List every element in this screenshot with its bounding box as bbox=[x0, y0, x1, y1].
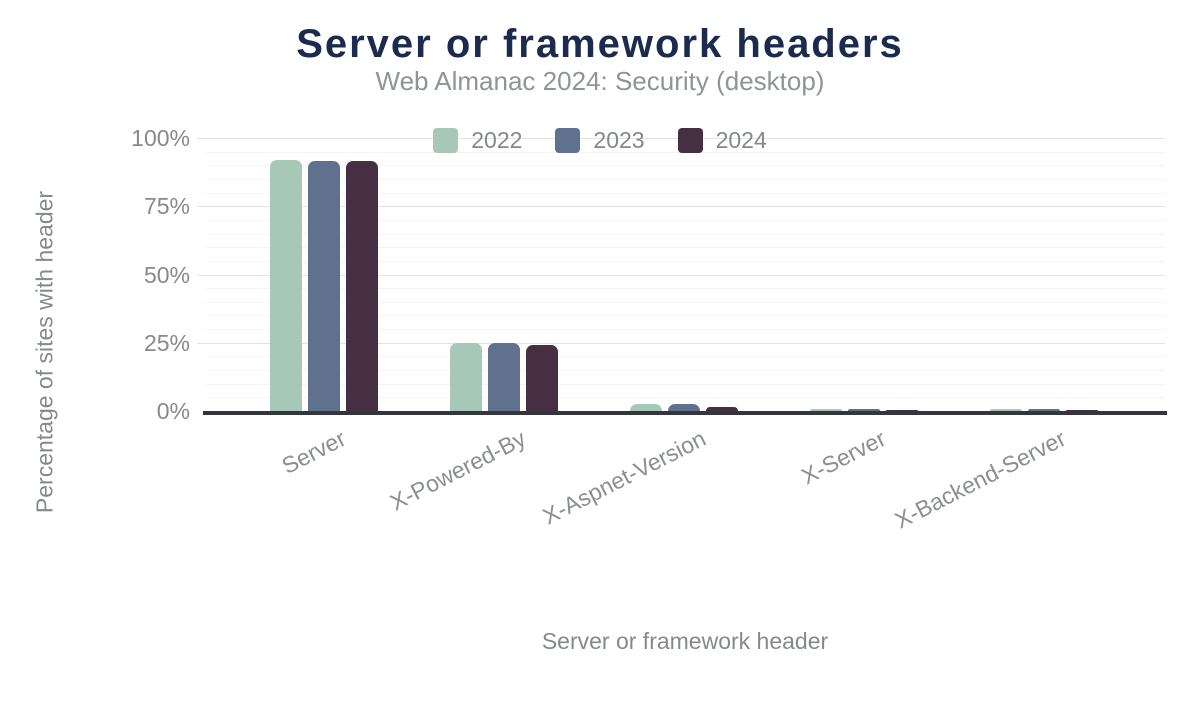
x-axis-line bbox=[203, 411, 1167, 415]
bar-2023-x-server[interactable] bbox=[848, 409, 880, 411]
minor-gridline bbox=[205, 165, 1165, 167]
minor-gridline bbox=[205, 356, 1165, 358]
minor-gridline bbox=[205, 288, 1165, 290]
bar-2024-server[interactable] bbox=[346, 161, 378, 411]
bar-2022-x-powered-by[interactable] bbox=[450, 342, 482, 411]
y-tick-label: 75% bbox=[143, 193, 190, 220]
minor-gridline bbox=[205, 329, 1165, 331]
bar-2024-x-server[interactable] bbox=[886, 409, 918, 411]
bar-2023-x-backend-server[interactable] bbox=[1028, 409, 1060, 411]
legend-swatch-icon bbox=[555, 128, 581, 153]
minor-gridline bbox=[205, 301, 1165, 303]
y-axis-title: Percentage of sites with header bbox=[31, 190, 58, 514]
chart-title: Server or framework headers bbox=[296, 22, 904, 66]
major-gridline bbox=[197, 342, 1165, 344]
plot-area: 0% 25% 50% 75% 100% Server X-Powered-By X-Aspne… bbox=[131, 125, 1167, 533]
minor-gridline bbox=[205, 370, 1165, 372]
legend-label: 2022 bbox=[471, 127, 523, 153]
minor-gridline bbox=[205, 192, 1165, 194]
legend-swatch-icon bbox=[677, 128, 703, 153]
legend-item-2024[interactable]: 2024 bbox=[677, 127, 767, 154]
y-tick-label: 25% bbox=[143, 329, 190, 356]
minor-gridline bbox=[205, 219, 1165, 221]
x-axis-title: Server or framework header bbox=[541, 628, 829, 654]
minor-gridline bbox=[205, 247, 1165, 249]
minor-gridline bbox=[205, 397, 1165, 399]
bar-2024-x-powered-by[interactable] bbox=[526, 345, 558, 411]
legend-item-2023[interactable]: 2023 bbox=[555, 127, 645, 154]
minor-gridline bbox=[205, 178, 1165, 180]
y-tick-label: 0% bbox=[156, 398, 190, 424]
minor-gridline bbox=[205, 260, 1165, 262]
bar-2023-server[interactable] bbox=[308, 161, 340, 411]
y-tick-label: 100% bbox=[131, 125, 190, 151]
y-tick-label: 50% bbox=[143, 261, 190, 288]
legend-label: 2024 bbox=[715, 127, 767, 153]
minor-gridline bbox=[205, 315, 1165, 317]
bar-2023-x-powered-by[interactable] bbox=[488, 342, 520, 411]
major-gridline bbox=[197, 274, 1165, 276]
bar-2022-x-aspnet-version[interactable] bbox=[630, 404, 662, 411]
minor-gridline bbox=[205, 383, 1165, 385]
bar-2022-x-server[interactable] bbox=[810, 409, 842, 411]
major-gridline bbox=[197, 206, 1165, 208]
legend-label: 2023 bbox=[593, 127, 645, 153]
legend-swatch-icon bbox=[433, 128, 459, 153]
bar-2022-server[interactable] bbox=[270, 159, 302, 411]
bar-2024-x-backend-server[interactable] bbox=[1066, 409, 1098, 411]
legend-item-2022[interactable]: 2022 bbox=[433, 127, 522, 154]
chart-subtitle: Web Almanac 2024: Security (desktop) bbox=[375, 66, 825, 96]
legend: 2022 2023 2024 bbox=[0, 127, 1200, 154]
bar-2023-x-aspnet-version[interactable] bbox=[668, 404, 700, 411]
bar-2024-x-aspnet-version[interactable] bbox=[706, 406, 738, 411]
minor-gridline bbox=[205, 233, 1165, 235]
bar-2022-x-backend-server[interactable] bbox=[990, 409, 1022, 411]
